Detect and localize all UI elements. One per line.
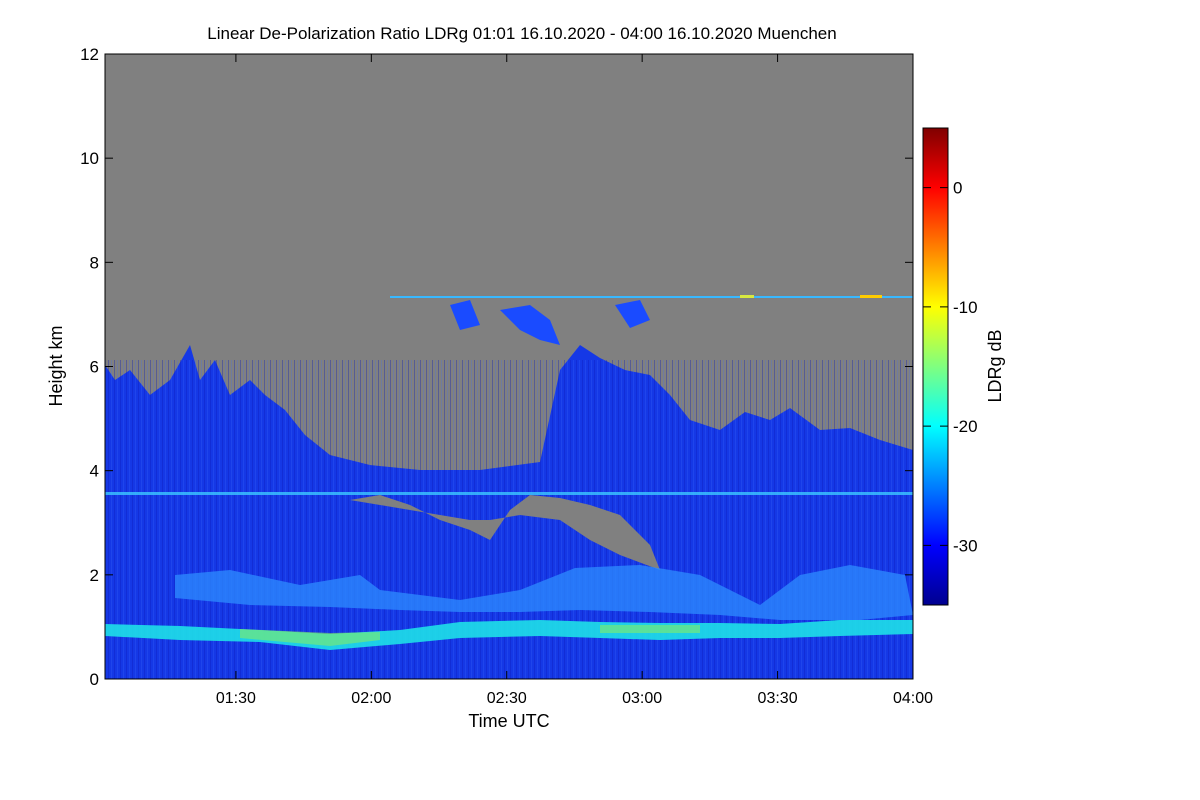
- colorbar-tick-label: -20: [953, 417, 978, 436]
- y-tick-label: 12: [80, 45, 99, 64]
- colorbar-label: LDRg dB: [985, 329, 1005, 402]
- x-axis-label: Time UTC: [468, 711, 549, 731]
- y-tick-label: 4: [90, 462, 99, 481]
- colorbar-gradient: [922, 127, 949, 606]
- boundary-layer: [175, 565, 913, 620]
- colorbar-tick-label: -10: [953, 298, 978, 317]
- x-tick-label: 02:00: [351, 690, 391, 707]
- x-axis: 01:30 02:00 02:30 03:00 03:30 04:00: [216, 54, 933, 707]
- x-tick-label: 03:00: [622, 690, 662, 707]
- gap-region: [350, 495, 660, 570]
- x-tick-label: 04:00: [893, 690, 933, 707]
- upper-cloud-spot: [740, 295, 754, 298]
- y-tick-label: 8: [90, 253, 99, 272]
- y-axis: 0 2 4 6 8 10 12: [80, 45, 913, 689]
- y-axis-label: Height km: [46, 325, 66, 406]
- colorbar-tick-label: -30: [953, 536, 978, 555]
- chart-title: Linear De-Polarization Ratio LDRg 01:01 …: [207, 24, 836, 43]
- upper-cloud-bright: [860, 295, 882, 298]
- y-tick-label: 2: [90, 566, 99, 585]
- colorbar-ticks: 0 -10 -20 -30: [923, 179, 978, 555]
- y-tick-label: 10: [80, 149, 99, 168]
- y-tick-label: 0: [90, 670, 99, 689]
- upper-cloud-line: [390, 296, 913, 298]
- aerosol-core: [240, 625, 700, 646]
- plot-area: 01:30 02:00 02:30 03:00 03:30 04:00 0 2 4 6 8 10 12: [80, 45, 933, 707]
- colorbar: 0 -10 -20 -30 LDRg dB: [922, 127, 1005, 606]
- colorbar-tick-label: 0: [953, 179, 962, 198]
- mixed-layer-line: [105, 492, 913, 495]
- y-tick-label: 6: [90, 358, 99, 377]
- upper-cloud-wisps: [450, 300, 650, 345]
- x-tick-label: 02:30: [487, 690, 527, 707]
- x-tick-label: 01:30: [216, 690, 256, 707]
- x-tick-label: 03:30: [758, 690, 798, 707]
